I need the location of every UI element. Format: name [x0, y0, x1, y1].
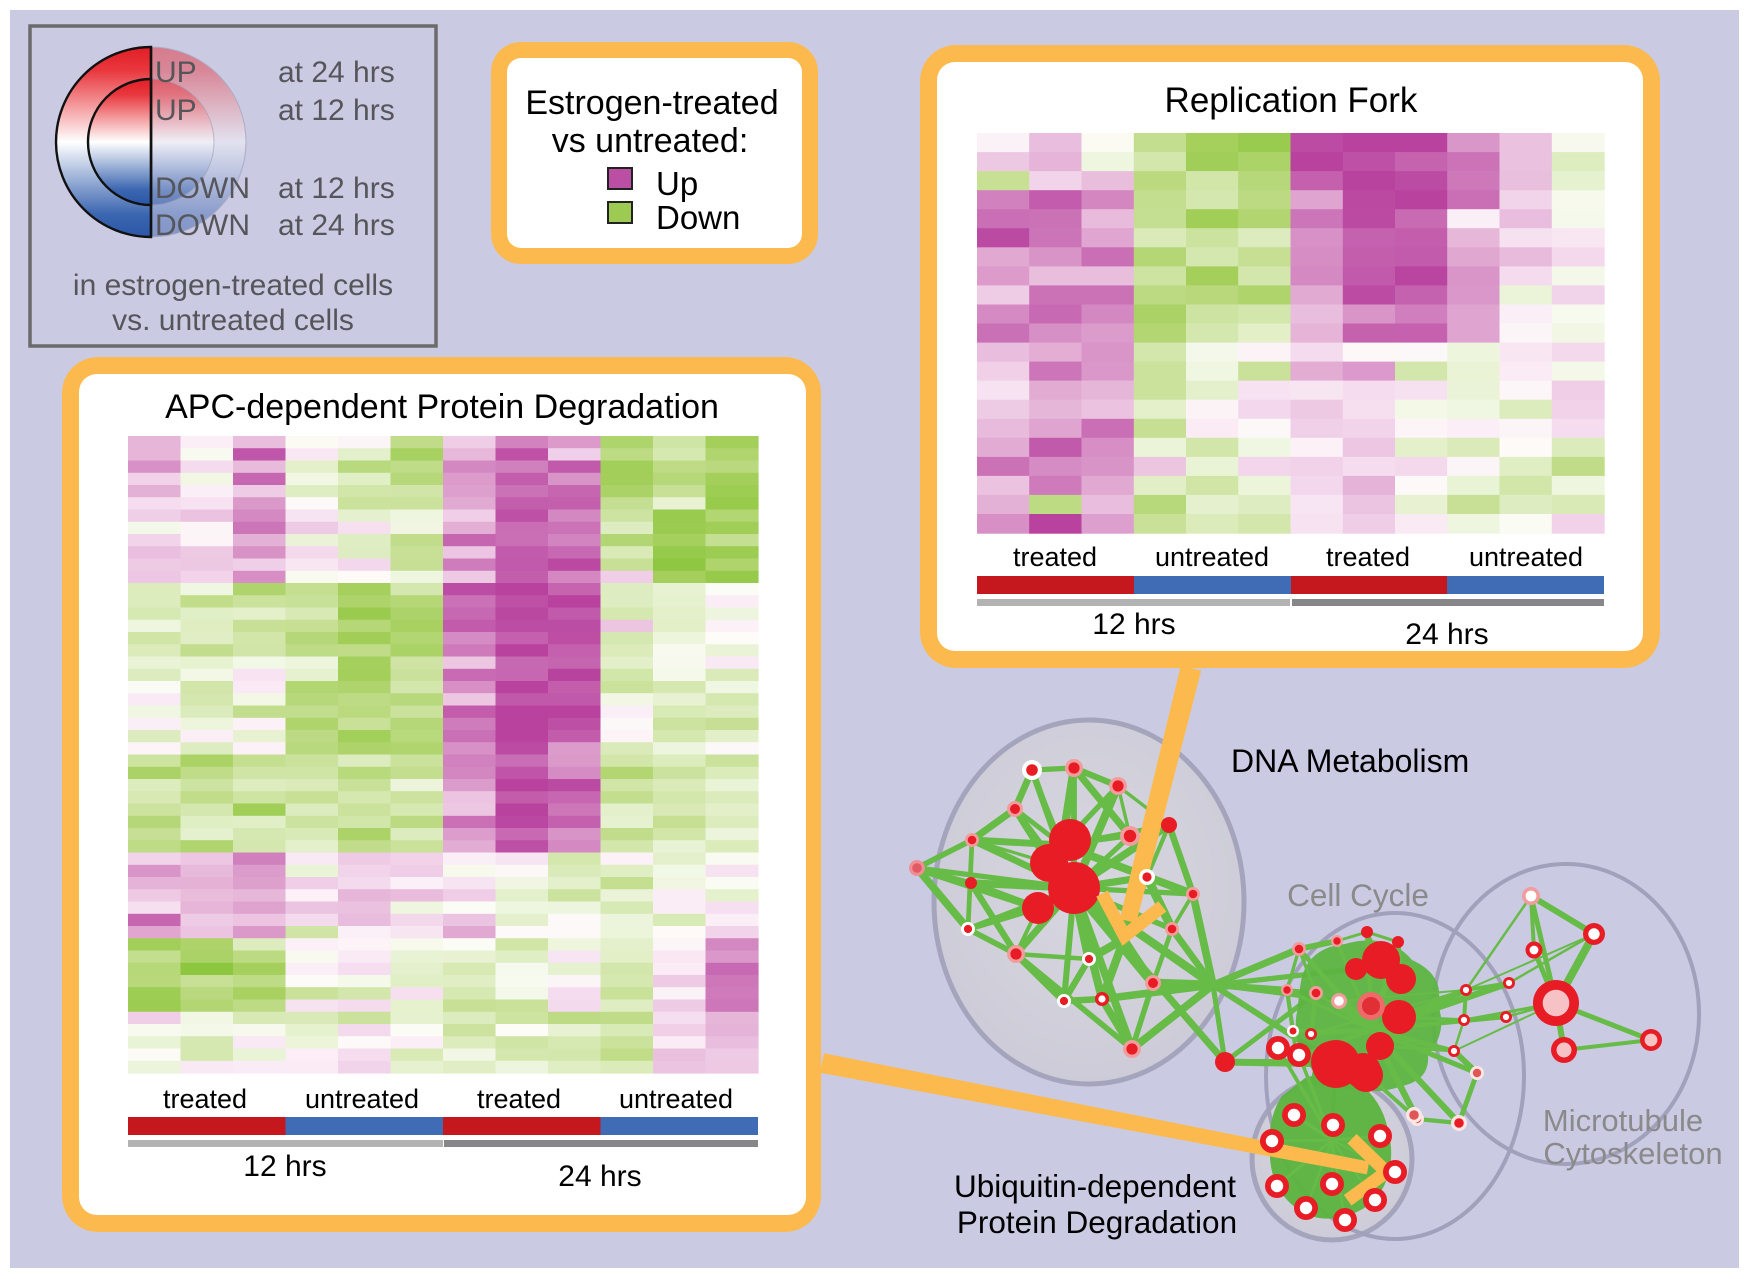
svg-text:DOWN: DOWN — [155, 172, 250, 205]
svg-text:treated: treated — [477, 1084, 561, 1114]
svg-text:DNA Metabolism: DNA Metabolism — [1231, 743, 1469, 779]
svg-text:treated: treated — [163, 1084, 247, 1114]
svg-text:12 hrs: 12 hrs — [243, 1150, 326, 1183]
svg-text:vs. untreated cells: vs. untreated cells — [112, 304, 354, 337]
svg-text:Microtubule: Microtubule — [1543, 1103, 1703, 1138]
svg-text:treated: treated — [1326, 542, 1410, 572]
svg-text:Replication Fork: Replication Fork — [1165, 81, 1418, 120]
svg-text:Ubiquitin-dependent: Ubiquitin-dependent — [954, 1168, 1236, 1204]
svg-text:untreated: untreated — [1155, 542, 1269, 572]
svg-text:24 hrs: 24 hrs — [558, 1160, 641, 1193]
svg-text:Down: Down — [656, 199, 740, 236]
svg-text:DOWN: DOWN — [155, 209, 250, 242]
svg-text:at 24 hrs: at 24 hrs — [278, 209, 395, 242]
svg-text:untreated: untreated — [619, 1084, 733, 1114]
svg-text:24 hrs: 24 hrs — [1405, 618, 1488, 651]
svg-text:APC-dependent Protein Degradat: APC-dependent Protein Degradation — [165, 388, 719, 426]
svg-text:vs untreated:: vs untreated: — [552, 122, 749, 160]
svg-text:Cytoskeleton: Cytoskeleton — [1543, 1136, 1722, 1171]
svg-text:UP: UP — [155, 56, 197, 89]
svg-text:Protein Degradation: Protein Degradation — [957, 1204, 1237, 1240]
svg-text:Up: Up — [656, 165, 698, 202]
svg-text:12 hrs: 12 hrs — [1092, 608, 1175, 641]
svg-text:in estrogen-treated cells: in estrogen-treated cells — [73, 269, 393, 302]
svg-text:Cell Cycle: Cell Cycle — [1287, 877, 1429, 913]
svg-text:at 24 hrs: at 24 hrs — [278, 56, 395, 89]
svg-text:at 12 hrs: at 12 hrs — [278, 94, 395, 127]
svg-text:treated: treated — [1013, 542, 1097, 572]
svg-text:at 12 hrs: at 12 hrs — [278, 172, 395, 205]
svg-text:untreated: untreated — [305, 1084, 419, 1114]
svg-text:UP: UP — [155, 94, 197, 127]
svg-text:untreated: untreated — [1469, 542, 1583, 572]
svg-text:Estrogen-treated: Estrogen-treated — [525, 84, 778, 122]
